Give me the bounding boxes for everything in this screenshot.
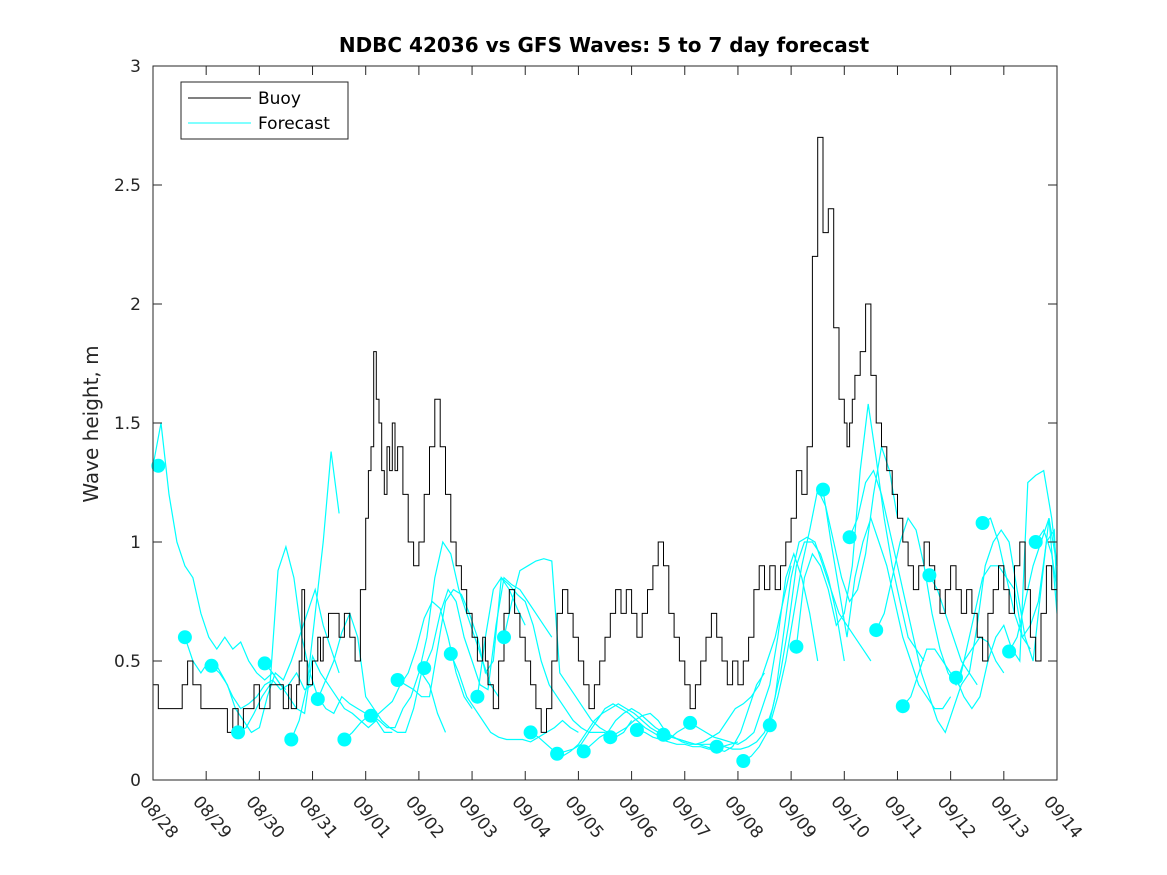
forecast-run-line-13 bbox=[476, 576, 605, 734]
forecast-marker-7 bbox=[310, 692, 325, 707]
forecast-marker-29 bbox=[895, 699, 910, 714]
buoy-line bbox=[153, 136, 1057, 733]
forecast-run-line-6 bbox=[290, 451, 340, 740]
forecast-marker-34 bbox=[1028, 535, 1043, 549]
forecast-run-line-22 bbox=[716, 541, 845, 750]
forecast-run-line-1 bbox=[152, 422, 287, 691]
forecast-run-line-3 bbox=[211, 587, 340, 734]
series-layer bbox=[151, 136, 1058, 768]
forecast-marker-9 bbox=[364, 708, 378, 723]
forecast-marker-5 bbox=[257, 656, 272, 671]
forecast-run-line-32 bbox=[982, 517, 1058, 639]
legend-box bbox=[180, 81, 349, 140]
forecast-marker-18 bbox=[603, 730, 618, 745]
forecast-run-line-31 bbox=[955, 469, 1058, 710]
forecast-marker-31 bbox=[949, 670, 963, 685]
forecast-marker-4 bbox=[231, 725, 246, 740]
forecast-run-line-33 bbox=[1008, 518, 1058, 652]
forecast-run-line-21 bbox=[689, 552, 819, 745]
y-tick-label: 1.5 bbox=[114, 414, 141, 434]
y-tick-label: 0.5 bbox=[114, 652, 141, 672]
y-tick-label: 0 bbox=[130, 771, 141, 791]
forecast-marker-28 bbox=[869, 623, 884, 638]
forecast-run-line-23 bbox=[742, 536, 872, 762]
forecast-run-line-34 bbox=[1035, 528, 1058, 590]
forecast-run-line-20 bbox=[663, 565, 792, 745]
forecast-marker-26 bbox=[816, 482, 830, 497]
y-tick-label: 2 bbox=[130, 295, 141, 315]
forecast-run-line-10 bbox=[397, 575, 526, 698]
forecast-marker-25 bbox=[789, 639, 804, 654]
forecast-run-line-7 bbox=[317, 611, 447, 734]
chart-title: NDBC 42036 vs GFS Waves: 5 to 7 day fore… bbox=[339, 33, 870, 57]
forecast-run-line-29 bbox=[902, 565, 1031, 707]
forecast-marker-32 bbox=[975, 516, 990, 530]
forecast-marker-33 bbox=[1002, 644, 1017, 659]
forecast-marker-20 bbox=[656, 727, 671, 742]
forecast-marker-10 bbox=[390, 673, 405, 687]
y-axis-label: Wave height, m bbox=[79, 345, 103, 502]
forecast-marker-6 bbox=[284, 732, 299, 747]
forecast-marker-21 bbox=[683, 715, 698, 730]
forecast-marker-14 bbox=[497, 630, 511, 645]
forecast-marker-23 bbox=[736, 754, 751, 768]
forecast-run-line-26 bbox=[822, 489, 952, 710]
forecast-run-line-15 bbox=[530, 703, 659, 757]
y-tick-label: 2.5 bbox=[114, 176, 141, 196]
legend-forecast-label: Forecast bbox=[258, 114, 330, 134]
legend-buoy-label: Buoy bbox=[258, 89, 301, 109]
y-tick-label: 1 bbox=[130, 533, 141, 553]
forecast-marker-16 bbox=[550, 746, 565, 761]
forecast-marker-12 bbox=[443, 646, 458, 661]
forecast-marker-15 bbox=[523, 725, 538, 740]
forecast-marker-2 bbox=[177, 630, 192, 645]
forecast-marker-19 bbox=[629, 723, 644, 737]
forecast-marker-24 bbox=[762, 718, 777, 733]
y-tick-label: 3 bbox=[130, 57, 141, 77]
forecast-marker-27 bbox=[842, 530, 857, 545]
forecast-marker-11 bbox=[417, 661, 432, 676]
forecast-run-line-5 bbox=[264, 654, 393, 734]
forecast-run-line-27 bbox=[849, 469, 978, 734]
forecast-marker-13 bbox=[470, 689, 485, 704]
forecast-marker-17 bbox=[576, 744, 591, 759]
forecast-marker-1 bbox=[151, 458, 166, 473]
legend: Buoy Forecast bbox=[180, 81, 349, 140]
forecast-marker-30 bbox=[922, 568, 937, 583]
forecast-run-line-25 bbox=[795, 403, 925, 662]
forecast-run-line-11 bbox=[423, 576, 553, 691]
forecast-marker-8 bbox=[337, 732, 352, 747]
forecast-marker-3 bbox=[204, 658, 219, 673]
forecast-run-line-12 bbox=[450, 653, 579, 743]
forecast-marker-22 bbox=[709, 739, 724, 754]
